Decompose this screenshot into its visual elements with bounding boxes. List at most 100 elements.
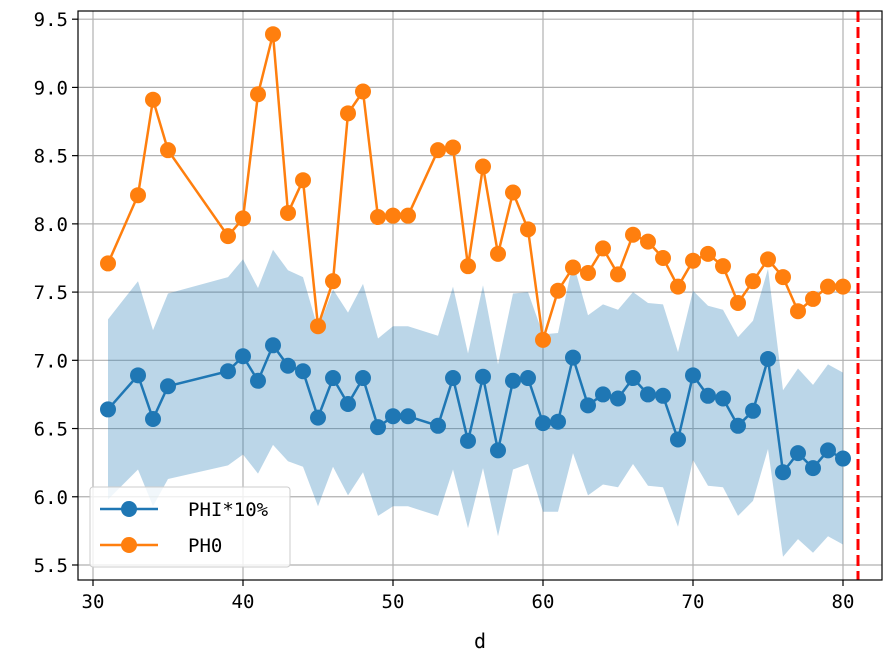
y-tick-label: 7.5 xyxy=(34,282,68,304)
data-point xyxy=(700,387,716,404)
data-point xyxy=(460,258,476,275)
data-point xyxy=(610,390,626,407)
x-tick-label: 60 xyxy=(532,591,555,613)
x-tick-label: 40 xyxy=(232,591,255,613)
data-point xyxy=(310,318,326,335)
data-point xyxy=(670,278,686,295)
data-point xyxy=(745,402,761,419)
data-point xyxy=(625,370,641,387)
x-tick-label: 50 xyxy=(382,591,405,613)
data-point xyxy=(595,240,611,257)
data-point xyxy=(565,259,581,276)
data-point xyxy=(145,91,161,108)
legend-marker-phi xyxy=(121,501,137,517)
y-axis-ticks: 5.5 6.0 6.5 7.0 7.5 8.0 8.5 9.0 9.5 xyxy=(34,9,78,577)
data-point xyxy=(655,387,671,404)
data-point xyxy=(355,83,371,100)
data-point xyxy=(760,350,776,367)
plot-frame xyxy=(77,10,883,581)
legend-marker-ph0 xyxy=(121,537,137,553)
data-point xyxy=(160,142,176,159)
data-point xyxy=(100,401,116,418)
data-point xyxy=(760,251,776,268)
data-point xyxy=(325,370,341,387)
data-point xyxy=(595,386,611,403)
data-point xyxy=(625,226,641,243)
legend-label-phi: PHI*10% xyxy=(188,499,269,521)
data-point xyxy=(820,278,836,295)
data-point xyxy=(340,105,356,122)
x-tick-label: 70 xyxy=(682,591,705,613)
data-point xyxy=(475,368,491,385)
data-point xyxy=(100,255,116,272)
data-point xyxy=(430,417,446,434)
data-point xyxy=(385,207,401,224)
data-point xyxy=(580,264,596,281)
y-tick-label: 7.0 xyxy=(34,350,68,372)
y-tick-label: 9.0 xyxy=(34,77,68,99)
legend-box xyxy=(89,486,291,568)
data-point xyxy=(670,431,686,448)
data-point xyxy=(160,378,176,395)
data-point xyxy=(775,269,791,286)
data-point xyxy=(445,370,461,387)
y-tick-label: 6.5 xyxy=(34,419,68,441)
data-point xyxy=(445,139,461,156)
data-point xyxy=(790,445,806,462)
x-tick-label: 30 xyxy=(82,591,105,613)
data-point xyxy=(265,337,281,354)
data-point xyxy=(565,349,581,366)
data-point xyxy=(520,370,536,387)
data-point xyxy=(475,158,491,175)
data-point xyxy=(640,386,656,403)
data-point xyxy=(550,413,566,430)
y-tick-label: 9.5 xyxy=(34,9,68,31)
data-point xyxy=(805,460,821,477)
data-point xyxy=(400,408,416,425)
data-point xyxy=(730,417,746,434)
y-tick-label: 5.5 xyxy=(34,555,68,577)
y-tick-label: 8.0 xyxy=(34,214,68,236)
data-point xyxy=(490,245,506,262)
data-point xyxy=(280,357,296,374)
data-point xyxy=(820,442,836,459)
data-point xyxy=(715,390,731,407)
data-point xyxy=(130,187,146,204)
data-point xyxy=(805,290,821,307)
data-point xyxy=(235,210,251,227)
data-point xyxy=(400,207,416,224)
data-point xyxy=(250,372,266,389)
data-point xyxy=(775,464,791,481)
data-point xyxy=(505,372,521,389)
data-point xyxy=(535,415,551,432)
data-point xyxy=(130,367,146,384)
data-point xyxy=(580,397,596,414)
data-point xyxy=(235,348,251,365)
data-point xyxy=(685,367,701,384)
data-point xyxy=(730,295,746,312)
data-point xyxy=(460,432,476,449)
data-point xyxy=(790,303,806,320)
data-point xyxy=(715,258,731,275)
data-point xyxy=(490,442,506,459)
data-point xyxy=(520,221,536,238)
data-point xyxy=(370,419,386,436)
legend: PHI*10% PH0 xyxy=(89,486,291,568)
data-point xyxy=(280,204,296,221)
series-layer xyxy=(100,26,851,481)
y-tick-label: 6.0 xyxy=(34,487,68,509)
data-point xyxy=(700,245,716,262)
data-point xyxy=(220,363,236,380)
data-point xyxy=(835,278,851,295)
data-point xyxy=(610,266,626,283)
data-point xyxy=(370,209,386,226)
data-point xyxy=(835,450,851,467)
data-point xyxy=(250,86,266,103)
legend-label-ph0: PH0 xyxy=(188,535,222,557)
data-point xyxy=(745,273,761,290)
data-point xyxy=(550,282,566,299)
y-tick-label: 8.5 xyxy=(34,146,68,168)
data-point xyxy=(220,228,236,245)
data-point xyxy=(265,26,281,43)
